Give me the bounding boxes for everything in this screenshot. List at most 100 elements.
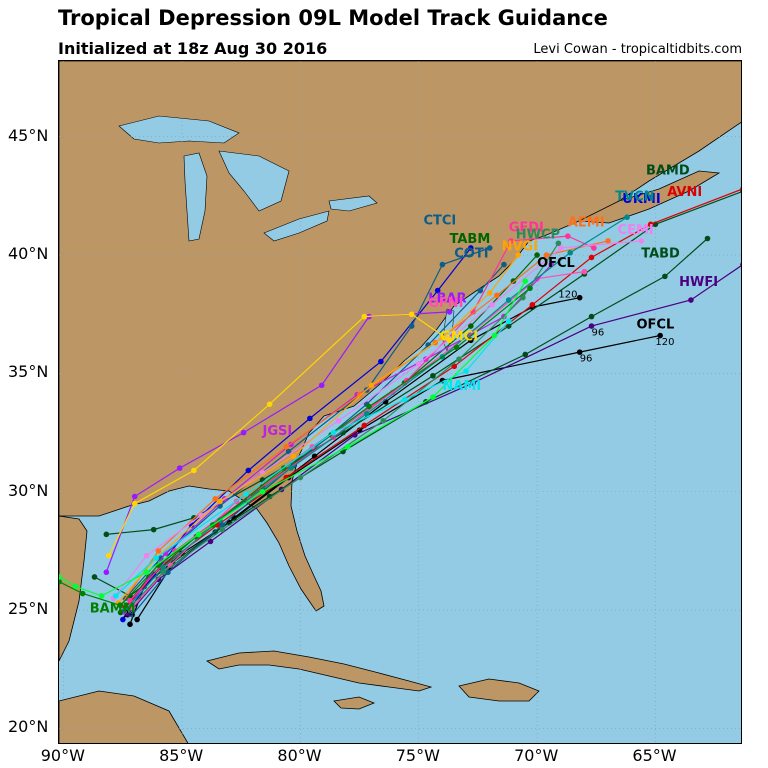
track-point (520, 294, 526, 301)
lake-huron (218, 150, 290, 212)
track-point (160, 564, 166, 571)
track-point (505, 297, 512, 303)
model-name-label: AEMI (568, 216, 605, 231)
track-point (576, 294, 583, 301)
track-point (408, 323, 415, 329)
track-point (434, 287, 441, 294)
model-name-label: TVCN (615, 190, 654, 205)
track-point (456, 356, 462, 363)
track-point (501, 261, 507, 268)
track-point (157, 555, 164, 561)
map-title: Tropical Depression 09L Model Track Guid… (58, 6, 608, 30)
track-point (522, 278, 529, 284)
lake-ontario (328, 195, 378, 212)
track-point (408, 311, 415, 318)
track-point (127, 621, 133, 628)
model-labels: OFCL 24 96 120 OFCL 120 HWFI 96 TABD BAMD AVNI UKMI… (90, 164, 718, 621)
model-name-label: TABM (450, 232, 491, 247)
track-point (113, 593, 119, 599)
track-point (486, 290, 493, 296)
lon-tick-label: 65°W (632, 746, 677, 765)
lat-tick-label: 25°N (8, 599, 49, 619)
north-america-land (59, 61, 741, 612)
model-name-label: GFNI (428, 296, 463, 311)
track-point (588, 323, 595, 329)
track-point (491, 332, 498, 339)
nova-scotia-land (577, 170, 721, 224)
track-point (557, 245, 564, 251)
track-point (120, 616, 126, 623)
track-point (534, 252, 540, 258)
track-point (430, 372, 436, 379)
track-point (657, 332, 663, 339)
track-point (515, 252, 521, 258)
track-point (543, 252, 550, 258)
track-point (361, 313, 368, 320)
track-point (446, 309, 453, 315)
model-name-label: OFCL (636, 317, 674, 332)
model-name-label: CEMI (618, 223, 654, 238)
lake-superior (118, 115, 240, 144)
track-point (335, 417, 342, 424)
track-point (59, 574, 62, 580)
model-name-label: NVGI (502, 239, 538, 254)
map-canvas: OFCL 24 96 120 OFCL 120 HWFI 96 TABD BAMD AVNI UKMI… (59, 61, 741, 743)
track-point (165, 569, 171, 576)
track-point (662, 273, 668, 280)
track-point (143, 552, 150, 559)
model-track-line (127, 242, 559, 611)
lon-tick-label: 75°W (395, 746, 440, 765)
track-point (624, 214, 630, 221)
track-point (415, 361, 422, 367)
track-point (363, 410, 370, 417)
track-point (401, 396, 408, 403)
track-point (318, 382, 325, 389)
track-point (477, 287, 484, 294)
forecast-hour-label: 24 (123, 609, 136, 620)
forecast-hour-label: 96 (580, 354, 593, 365)
land-masses (59, 61, 741, 743)
lake-erie (263, 210, 330, 242)
track-point (219, 526, 226, 533)
model-track-line (59, 280, 526, 597)
author-credit: Levi Cowan - tropicaltidbits.com (533, 42, 742, 57)
track-point (207, 538, 214, 545)
lat-tick-label: 20°N (8, 717, 49, 737)
track-point (527, 285, 533, 292)
lon-tick-label: 80°W (277, 746, 322, 765)
track-point (468, 323, 474, 329)
track-point (567, 249, 574, 256)
track-point (522, 351, 529, 358)
track-point (505, 318, 512, 325)
track-point (468, 245, 474, 251)
track-point (361, 422, 368, 429)
track-point (486, 245, 493, 251)
hispaniola-land (458, 678, 540, 702)
forecast-hour-label: 120 (655, 337, 674, 348)
track-point (581, 268, 588, 275)
lat-tick-label: 40°N (8, 244, 49, 264)
track-point (131, 500, 138, 507)
track-point (688, 297, 694, 303)
track-point (591, 245, 597, 251)
model-name-label: JGSI (262, 424, 293, 439)
track-point (283, 443, 290, 450)
model-name-label: BAMM (90, 601, 136, 616)
track-point (605, 238, 611, 244)
model-track-line (117, 254, 519, 604)
model-track-line (106, 191, 741, 535)
track-point (266, 493, 273, 500)
track-point (266, 401, 273, 407)
model-track-line (131, 271, 585, 609)
track-point (91, 574, 98, 580)
track-point (368, 382, 375, 389)
track-point (430, 394, 436, 400)
track-point (150, 526, 157, 533)
track-point (243, 491, 249, 497)
track-point (212, 496, 219, 502)
track-point (352, 432, 358, 438)
track-point (285, 448, 292, 455)
track-point (59, 578, 62, 585)
track-point (740, 186, 741, 191)
track-point (380, 417, 387, 424)
